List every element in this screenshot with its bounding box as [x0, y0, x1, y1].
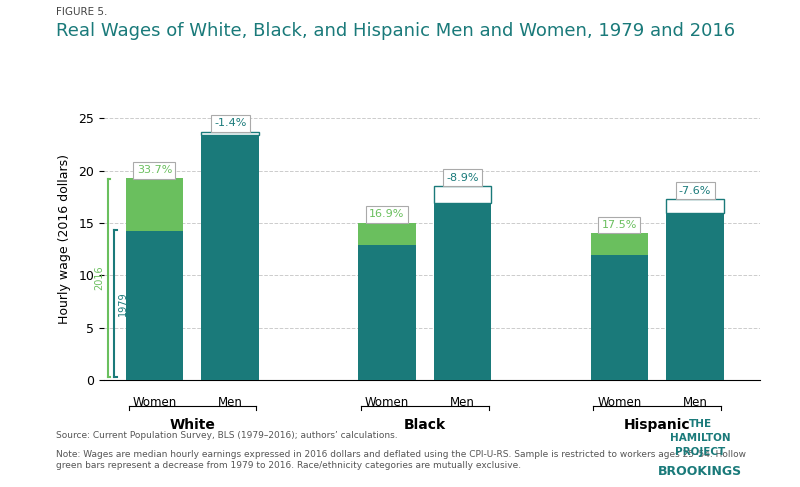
- Text: 17.5%: 17.5%: [602, 220, 637, 230]
- Y-axis label: Hourly wage (2016 dollars): Hourly wage (2016 dollars): [58, 153, 71, 324]
- Text: Women: Women: [598, 395, 642, 409]
- Text: Real Wages of White, Black, and Hispanic Men and Women, 1979 and 2016: Real Wages of White, Black, and Hispanic…: [56, 22, 735, 40]
- Text: -7.6%: -7.6%: [679, 186, 711, 196]
- Bar: [590, 233, 648, 255]
- Bar: [202, 131, 259, 135]
- Text: Men: Men: [450, 395, 475, 409]
- Text: White: White: [170, 417, 215, 431]
- Bar: [590, 255, 648, 380]
- Bar: [358, 245, 416, 380]
- Text: Women: Women: [365, 395, 409, 409]
- Text: Hispanic: Hispanic: [624, 417, 690, 431]
- Text: 1979: 1979: [118, 291, 129, 316]
- Text: THE
HAMILTON
PROJECT: THE HAMILTON PROJECT: [670, 419, 730, 457]
- Bar: [126, 178, 183, 231]
- Text: 2016: 2016: [94, 265, 104, 290]
- Text: FIGURE 5.: FIGURE 5.: [56, 7, 107, 18]
- Text: BROOKINGS: BROOKINGS: [658, 465, 742, 478]
- Bar: [434, 203, 491, 380]
- Bar: [666, 213, 724, 380]
- Bar: [126, 231, 183, 380]
- Bar: [666, 199, 724, 213]
- Bar: [202, 135, 259, 380]
- Text: 16.9%: 16.9%: [370, 209, 405, 219]
- Text: Source: Current Population Survey, BLS (1979–2016); authors’ calculations.: Source: Current Population Survey, BLS (…: [56, 431, 398, 440]
- Bar: [434, 186, 491, 203]
- Text: Men: Men: [218, 395, 242, 409]
- Text: 33.7%: 33.7%: [137, 166, 172, 175]
- Text: Note: Wages are median hourly earnings expressed in 2016 dollars and deflated us: Note: Wages are median hourly earnings e…: [56, 450, 746, 470]
- Text: Black: Black: [404, 417, 446, 431]
- Text: Men: Men: [682, 395, 707, 409]
- Bar: [358, 223, 416, 245]
- Text: -8.9%: -8.9%: [446, 173, 479, 183]
- Text: -1.4%: -1.4%: [214, 118, 246, 129]
- Text: Women: Women: [132, 395, 177, 409]
